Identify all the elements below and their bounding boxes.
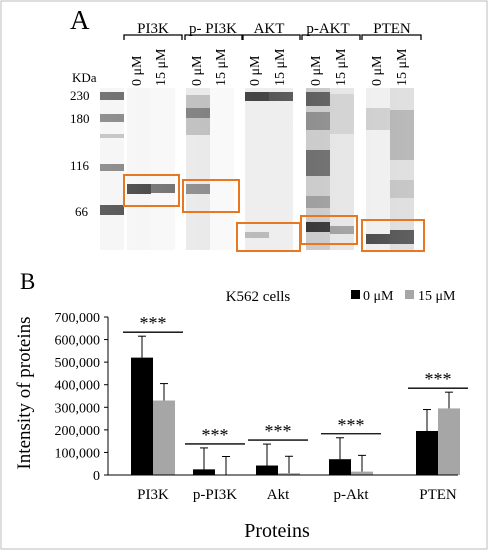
dose-label: 0 μM [190,55,205,86]
bar [278,473,300,475]
significance-label: *** [265,421,292,441]
blot-image [100,88,414,250]
y-tick-label: 400,000 [55,379,101,394]
highlight-box-pi3k [123,174,180,207]
header-p-akt: p-AKT [306,21,349,37]
bracket-pi3k [123,34,183,40]
legend-label-0: 0 μM [363,289,394,304]
header-pten: PTEN [373,21,411,37]
panel-a-label: A [70,5,90,35]
highlight-box-p-pi3k [182,179,240,213]
bracket-p-pi3k [184,34,243,40]
bar [193,469,215,475]
y-axis: 0 100,000 200,000 300,000 400,000 500,000 600,… [55,311,108,484]
highlight-box-p-akt [300,215,358,245]
dose-label: 15 μM [273,48,288,86]
chart-title: K562 cells [226,289,291,305]
dose-label: 0 μM [130,55,145,86]
significance-label: *** [202,425,229,445]
marker-180: 180 [70,111,90,126]
x-axis-categories: PI3K p-PI3K Akt p-Akt PTEN [137,487,457,503]
header-p-pi3k: p- PI3K [189,21,237,37]
x-axis-label: Proteins [244,520,310,542]
header-akt: AKT [254,21,285,37]
dose-label: 15 μM [154,48,169,86]
x-tick-label: p-PI3K [193,487,237,503]
y-tick-label: 200,000 [55,424,101,439]
y-tick-label: 0 [93,469,100,484]
bar [256,465,278,475]
significance-label: *** [338,415,365,435]
marker-66: 66 [75,204,89,219]
bars [131,357,460,475]
error-bars [138,335,453,475]
lane-shading [100,88,414,250]
y-tick-label: 700,000 [55,311,101,326]
legend: 0 μM 15 μM [351,289,456,304]
legend-label-1: 15 μM [418,289,456,304]
y-axis-label: Intensity of proteins [14,316,35,469]
significance-label: *** [140,313,167,333]
x-tick-label: PTEN [419,487,457,503]
panel-b-label: B [20,269,35,294]
x-tick-label: PI3K [137,487,169,503]
dose-labels: 0 μM 15 μM 0 μM 15 μM 0 μM 15 μM 0 μM 15… [130,48,410,86]
highlight-boxes [123,174,425,252]
bar [416,430,438,475]
legend-swatch-1 [405,290,414,299]
protein-headers: PI3K p- PI3K AKT p-AKT PTEN [123,21,422,40]
bracket-akt [242,34,301,40]
significance-label: *** [425,369,452,389]
bar [351,471,373,475]
bracket-p-akt [301,34,361,40]
y-tick-label: 500,000 [55,356,101,371]
bar [131,357,153,475]
dose-label: 0 μM [370,55,385,86]
y-tick-label: 600,000 [55,334,101,349]
bar [329,459,351,475]
dose-label: 15 μM [334,48,349,86]
y-tick-label: 100,000 [55,446,101,461]
highlight-box-pten [361,219,425,252]
marker-unit: KDa [72,70,97,85]
header-pi3k: PI3K [137,21,169,37]
marker-230: 230 [70,88,90,103]
dose-label: 0 μM [248,55,263,86]
marker-labels: KDa 230 180 116 66 [70,70,97,219]
x-tick-label: Akt [267,487,290,503]
y-tick-label: 300,000 [55,401,101,416]
marker-116: 116 [70,158,90,173]
bar [153,400,175,475]
dose-label: 15 μM [395,48,410,86]
dose-label: 15 μM [214,48,229,86]
bar [438,408,460,475]
x-tick-label: p-Akt [334,487,370,503]
significance-markers: *** *** *** *** *** [123,313,468,445]
dose-label: 0 μM [309,55,324,86]
legend-swatch-0 [351,290,360,299]
bracket-pten [361,34,422,40]
